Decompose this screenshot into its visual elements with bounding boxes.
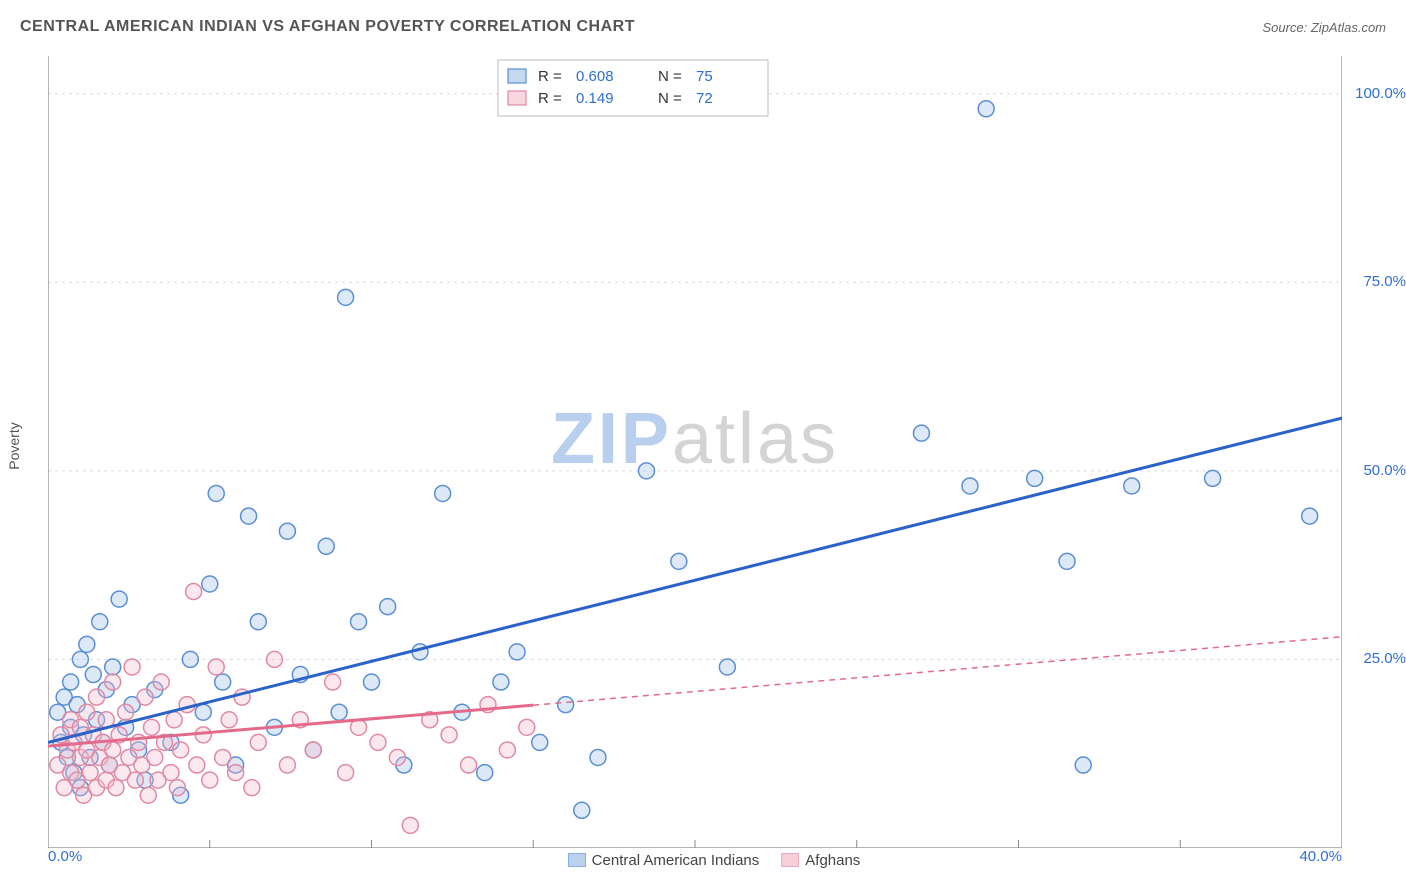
svg-text:N =: N =: [658, 90, 682, 107]
y-tick-label: 75.0%: [1363, 273, 1406, 290]
scatter-plot: ZIPatlas R = 0.608 N = 75 R = 0.149 N = 72: [48, 56, 1342, 848]
y-tick-label: 100.0%: [1355, 85, 1406, 102]
y-axis-tick-labels: 25.0% 50.0% 75.0% 100.0%: [1348, 56, 1406, 848]
svg-text:ZIPatlas: ZIPatlas: [551, 399, 839, 479]
chart-container: CENTRAL AMERICAN INDIAN VS AFGHAN POVERT…: [0, 0, 1406, 892]
svg-text:N =: N =: [658, 68, 682, 85]
svg-text:R =: R =: [538, 90, 562, 107]
y-tick-label: 25.0%: [1363, 650, 1406, 667]
source-attribution: Source: ZipAtlas.com: [1262, 20, 1386, 35]
legend-bottom: Central American Indians Afghans: [0, 852, 1406, 869]
chart-title: CENTRAL AMERICAN INDIAN VS AFGHAN POVERT…: [20, 18, 635, 36]
y-axis-label: Poverty: [6, 422, 22, 469]
legend-label: Afghans: [805, 852, 860, 869]
svg-text:0.608: 0.608: [576, 68, 614, 85]
legend-swatch: [568, 853, 586, 867]
svg-text:0.149: 0.149: [576, 90, 614, 107]
y-tick-label: 50.0%: [1363, 462, 1406, 479]
legend-label: Central American Indians: [592, 852, 760, 869]
svg-text:75: 75: [696, 68, 713, 85]
legend-swatch: [781, 853, 799, 867]
svg-text:72: 72: [696, 90, 713, 107]
svg-text:R =: R =: [538, 68, 562, 85]
